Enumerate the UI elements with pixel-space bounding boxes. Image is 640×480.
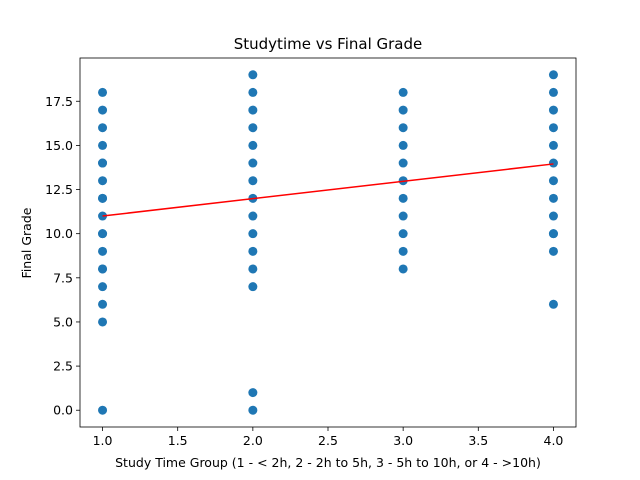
x-tick-label: 1.0 <box>93 433 113 448</box>
data-point <box>398 158 408 168</box>
data-point <box>548 229 558 239</box>
data-point <box>398 229 408 239</box>
data-point <box>248 405 258 415</box>
x-axis-label: Study Time Group (1 - < 2h, 2 - 2h to 5h… <box>115 455 541 470</box>
data-point <box>98 193 108 203</box>
y-tick-label: 10.0 <box>45 226 73 241</box>
data-point <box>548 158 558 168</box>
data-point <box>98 246 108 256</box>
x-tick-label: 3.5 <box>468 433 488 448</box>
data-point <box>98 229 108 239</box>
data-point <box>248 176 258 186</box>
data-point <box>98 105 108 115</box>
y-tick-label: 2.5 <box>53 359 73 374</box>
data-point <box>398 246 408 256</box>
data-point <box>98 87 108 97</box>
data-point <box>548 105 558 115</box>
data-point <box>98 158 108 168</box>
data-point <box>98 282 108 292</box>
data-point <box>98 405 108 415</box>
data-point <box>398 264 408 274</box>
y-tick-label: 15.0 <box>45 138 73 153</box>
x-tick-label: 1.5 <box>168 433 188 448</box>
data-point <box>398 193 408 203</box>
y-tick-label: 0.0 <box>53 403 73 418</box>
data-point <box>98 140 108 150</box>
y-tick-label: 17.5 <box>45 94 73 109</box>
data-point <box>548 140 558 150</box>
data-point <box>398 105 408 115</box>
x-tick-label: 3.0 <box>393 433 413 448</box>
data-point <box>548 123 558 133</box>
data-point <box>248 246 258 256</box>
data-point <box>548 176 558 186</box>
data-point <box>98 299 108 309</box>
data-point <box>398 140 408 150</box>
data-point <box>248 229 258 239</box>
data-point <box>248 70 258 80</box>
data-point <box>248 158 258 168</box>
data-point <box>98 264 108 274</box>
data-point <box>548 246 558 256</box>
y-axis-label: Final Grade <box>19 207 34 278</box>
data-point <box>248 123 258 133</box>
data-point <box>398 123 408 133</box>
data-point <box>98 176 108 186</box>
data-point <box>248 211 258 221</box>
data-point <box>248 282 258 292</box>
data-point <box>248 264 258 274</box>
data-point <box>248 105 258 115</box>
data-point <box>548 211 558 221</box>
data-point <box>548 299 558 309</box>
plot-area: 1.0 1.5 2.0 2.5 3.0 3.5 4.0 0.0 2.5 5.0 7.5 10.0 12.… <box>45 57 577 448</box>
data-point <box>98 123 108 133</box>
x-tick-label: 2.5 <box>318 433 338 448</box>
data-point <box>98 317 108 327</box>
y-tick-label: 7.5 <box>53 270 73 285</box>
x-tick-label: 2.0 <box>243 433 263 448</box>
y-tick-label: 12.5 <box>45 182 73 197</box>
data-point <box>548 70 558 80</box>
data-point <box>548 193 558 203</box>
data-point <box>398 211 408 221</box>
data-point <box>248 388 258 398</box>
data-point <box>248 140 258 150</box>
data-point <box>248 87 258 97</box>
trend-line <box>102 163 554 217</box>
chart-title: Studytime vs Final Grade <box>234 35 423 53</box>
data-point <box>398 87 408 97</box>
data-point <box>548 87 558 97</box>
x-tick-label: 4.0 <box>544 433 564 448</box>
y-tick-label: 5.0 <box>53 314 73 329</box>
